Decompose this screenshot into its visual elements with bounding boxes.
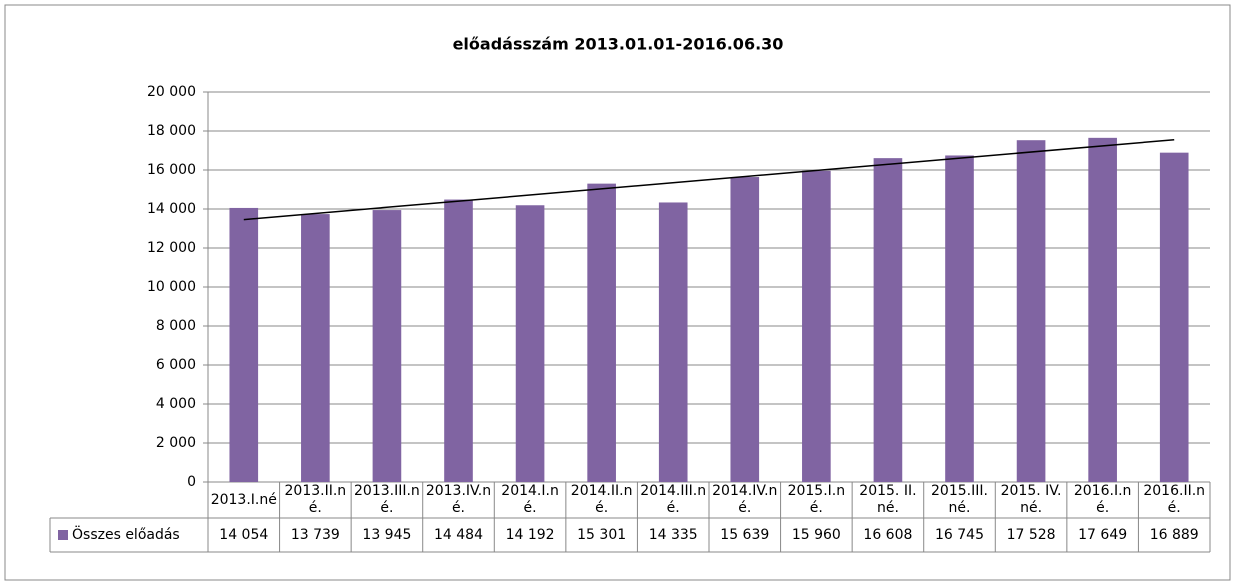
y-tick-label: 6 000	[156, 357, 196, 373]
x-tick-label-box: 2013.I.né	[210, 491, 277, 508]
bar	[1088, 137, 1117, 483]
bar	[229, 207, 259, 482]
x-tick-label: 2013.II.né.	[284, 483, 347, 516]
bar	[730, 177, 760, 483]
data-table-value: 15 301	[577, 527, 626, 543]
x-tick-label: 2014.IV.né.	[712, 483, 778, 516]
bar	[945, 155, 974, 482]
x-tick-label-box: 2016.I.né.	[1073, 483, 1132, 516]
y-tick-label: 8 000	[156, 318, 196, 334]
x-tick-label: 2014.II.né.	[570, 483, 633, 516]
x-tick-label-box: 2014.I.né.	[501, 483, 559, 516]
x-tick-label-box: 2015. II. né.	[859, 483, 917, 516]
data-table-value: 14 192	[506, 527, 555, 543]
bar	[587, 183, 616, 482]
data-table-value: 13 739	[291, 527, 340, 543]
bar	[1016, 140, 1046, 483]
bar	[658, 202, 688, 482]
x-tick-label: 2015. IV. né.	[1000, 483, 1062, 516]
data-table-value: 17 528	[1007, 527, 1056, 543]
x-tick-label-box: 2015. IV. né.	[1000, 483, 1062, 516]
data-table-value: 15 639	[720, 527, 769, 543]
y-tick-label: 10 000	[147, 279, 196, 295]
x-tick-label: 2014.III.né.	[640, 483, 707, 516]
y-tick-label: 12 000	[147, 240, 196, 256]
x-tick-label-box: 2014.III.né.	[640, 483, 707, 516]
legend-swatch	[58, 530, 68, 540]
x-tick-label: 2015. II. né.	[859, 483, 917, 516]
x-tick-label-box: 2016.II.né.	[1143, 483, 1206, 516]
y-tick-label: 4 000	[156, 396, 196, 412]
data-table-value: 16 608	[863, 527, 912, 543]
chart-title: előadásszám 2013.01.01-2016.06.30	[453, 35, 784, 54]
x-tick-label-box: 2013.II.né.	[284, 483, 347, 516]
data-table-value: 16 889	[1150, 527, 1199, 543]
x-tick-label-box: 2013.III.né.	[354, 483, 420, 516]
data-table-value: 13 945	[362, 527, 411, 543]
bar	[802, 170, 831, 482]
bar	[444, 199, 473, 482]
y-tick-label: 0	[187, 474, 196, 490]
bar	[1159, 152, 1189, 483]
data-table-value: 15 960	[792, 527, 841, 543]
y-tick-label: 2 000	[156, 435, 196, 451]
data-table-value: 14 335	[649, 527, 698, 543]
x-tick-label-box: 2015.III. né.	[931, 483, 988, 516]
bar	[301, 214, 330, 483]
x-tick-label: 2013.I.né	[210, 491, 277, 508]
bar	[873, 158, 903, 483]
bar	[372, 210, 402, 482]
x-tick-label: 2016.II.né.	[1143, 483, 1206, 516]
y-tick-label: 18 000	[147, 123, 196, 139]
data-table-value: 17 649	[1078, 527, 1127, 543]
x-tick-label: 2013.III.né.	[354, 483, 420, 516]
data-table-value: 14 054	[219, 527, 268, 543]
trendline	[243, 138, 1175, 221]
x-tick-label-box: 2014.II.né.	[570, 483, 633, 516]
x-tick-label: 2013.IV.né.	[425, 483, 492, 516]
legend-label: Összes előadás	[72, 525, 180, 543]
x-tick-label-box: 2014.IV.né.	[712, 483, 778, 516]
x-tick-label: 2015.I.né.	[787, 483, 846, 516]
data-table-value: 16 745	[935, 527, 984, 543]
data-table-value: 14 484	[434, 527, 483, 543]
x-tick-label: 2014.I.né.	[501, 483, 559, 516]
x-tick-label-box: 2013.IV.né.	[425, 483, 492, 516]
y-tick-label: 14 000	[147, 201, 196, 217]
x-tick-label: 2016.I.né.	[1073, 483, 1132, 516]
y-tick-label: 20 000	[147, 84, 196, 100]
x-tick-label-box: 2015.I.né.	[787, 483, 846, 516]
bar	[515, 205, 545, 483]
y-tick-label: 16 000	[147, 162, 196, 178]
x-tick-label: 2015.III. né.	[931, 483, 988, 516]
